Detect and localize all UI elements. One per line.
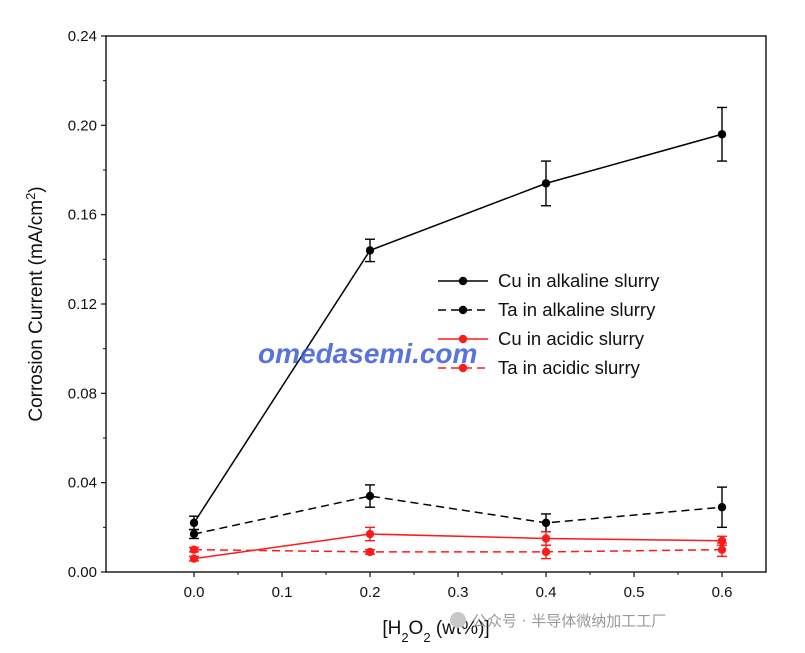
data-point	[189, 518, 199, 528]
tick-layer: 0.0 0.1 0.2 0.3 0.4 0.5 0.6 0.00 0.04 0.08 0.12 0.1…	[68, 28, 733, 601]
legend-marker	[458, 276, 468, 286]
data-point	[541, 534, 551, 543]
watermark-text: omedasemi.com	[258, 338, 477, 369]
y-tick-label: 0.16	[68, 207, 97, 224]
wechat-caption: 公众号 · 半导体微纳加工工厂	[450, 612, 666, 630]
series-line	[193, 533, 723, 560]
legend-marker	[458, 334, 468, 344]
y-tick-label: 0.04	[68, 475, 97, 492]
x-tick-label: 0.5	[624, 584, 645, 601]
legend-label: Ta in acidic slurry	[498, 357, 641, 378]
x-tick-label: 0.0	[184, 584, 205, 601]
y-tick-label: 0.20	[68, 117, 97, 134]
x-axis-title: [H2O2 (wt%)]	[382, 618, 489, 645]
y-axis-title: Corrosion Current (mA/cm2)	[23, 186, 48, 421]
legend-label: Cu in alkaline slurry	[498, 270, 660, 291]
series-layer	[189, 106, 727, 563]
wechat-icon	[450, 612, 466, 628]
y-tick-label: 0.24	[68, 28, 97, 45]
legend: Cu in alkaline slurry Ta in alkaline slur…	[438, 270, 660, 378]
data-point	[717, 545, 727, 554]
series-line	[193, 548, 723, 553]
y-tick-label: 0.12	[68, 296, 97, 313]
x-tick-label: 0.4	[536, 584, 557, 601]
data-point	[365, 246, 375, 255]
data-point	[189, 554, 199, 563]
x-tick-label: 0.6	[712, 584, 733, 601]
data-point	[365, 547, 375, 557]
legend-label: Ta in alkaline slurry	[498, 299, 656, 320]
y-tick-label: 0.00	[68, 564, 97, 581]
data-point	[541, 547, 551, 557]
legend-marker	[458, 305, 468, 315]
x-tick-label: 0.1	[272, 584, 293, 601]
legend-label: Cu in acidic slurry	[498, 328, 645, 349]
data-point	[541, 518, 551, 528]
data-point	[717, 130, 727, 139]
data-point	[365, 529, 375, 539]
wechat-caption-text: 公众号 · 半导体微纳加工工厂	[472, 612, 666, 630]
series-line	[193, 495, 723, 535]
x-tick-label: 0.2	[360, 584, 381, 601]
x-tick-label: 0.3	[448, 584, 469, 601]
y-tick-label: 0.08	[68, 385, 97, 402]
data-point	[189, 545, 199, 554]
plot-frame	[105, 35, 767, 573]
data-point	[365, 491, 375, 501]
data-point	[541, 179, 551, 188]
legend-marker	[458, 363, 468, 373]
data-point	[189, 529, 199, 539]
series-line	[193, 133, 723, 524]
data-point	[717, 503, 727, 512]
